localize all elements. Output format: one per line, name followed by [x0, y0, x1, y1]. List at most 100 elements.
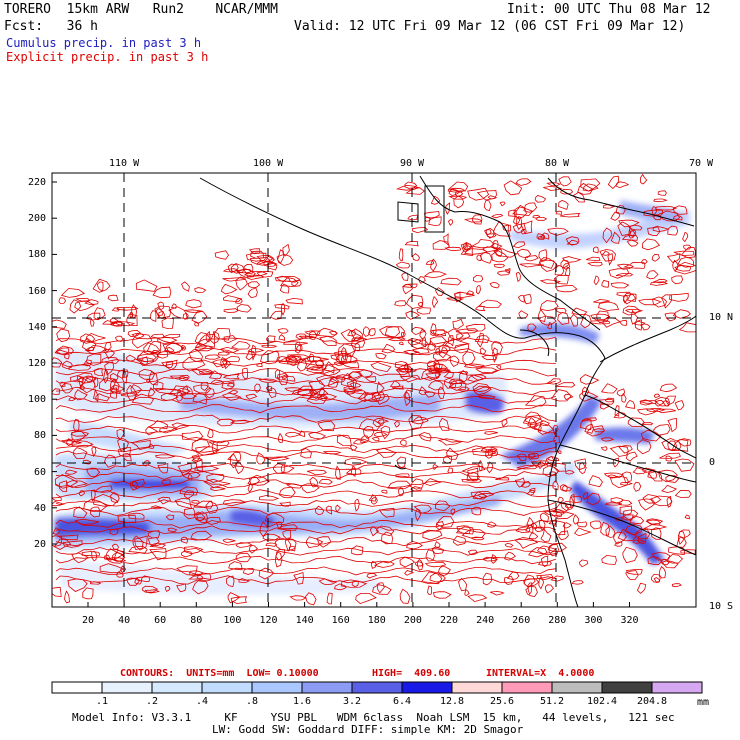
contour-ring: [427, 380, 444, 391]
contour-ring: [195, 517, 207, 521]
contour-ring: [206, 473, 225, 483]
contour-ring: [262, 533, 281, 541]
contour-ring: [434, 541, 441, 548]
contour-ring: [479, 347, 487, 355]
contour-ring: [306, 355, 329, 363]
contour-ring: [557, 450, 562, 454]
contour-ring: [350, 337, 366, 348]
contour-ring: [404, 570, 415, 576]
contour-ring: [275, 548, 285, 561]
contour-ring: [64, 590, 70, 604]
contour-ring: [161, 479, 171, 486]
contour-ring: [677, 530, 686, 545]
contour-ring: [326, 592, 333, 605]
contour-ring: [171, 422, 190, 430]
contour-ring: [634, 319, 643, 331]
lon-label-90w: 90 W: [400, 158, 425, 169]
contour-ring: [626, 239, 639, 247]
contour-ring: [651, 424, 671, 436]
contour-ring: [560, 259, 570, 269]
y-tick-label: 80: [33, 430, 46, 442]
contour-ring: [456, 332, 471, 341]
x-tick-label: 80: [190, 615, 203, 626]
contour-ring: [191, 438, 210, 453]
contour-ring: [243, 270, 268, 277]
contour-ring: [371, 391, 386, 402]
contour-ring: [194, 342, 208, 349]
contour-ring: [561, 256, 582, 263]
contour-ring: [527, 323, 537, 332]
contour-ring: [593, 299, 610, 304]
contour-ring: [666, 495, 673, 508]
colorbar-swatch: [301, 681, 353, 694]
contours-interval-label: INTERVAL=X 4.0000: [486, 668, 595, 679]
contour-ring: [259, 521, 269, 538]
contour-ring: [58, 297, 67, 304]
contour-ring: [346, 389, 368, 399]
contour-ring: [296, 389, 319, 397]
contour-ring: [572, 514, 580, 525]
contour-ring: [387, 337, 406, 342]
contour-ring: [333, 350, 349, 362]
contour-ring: [462, 351, 476, 366]
graticule: [52, 173, 696, 607]
contour-ring: [676, 536, 687, 549]
contour-ring: [194, 321, 199, 327]
contour-ring: [281, 375, 296, 382]
contour-ring: [543, 510, 565, 517]
contour-ring: [617, 528, 637, 542]
contour-ring: [664, 312, 677, 322]
contour-ring: [607, 253, 613, 266]
contour-ring: [667, 225, 679, 236]
contour-ring: [450, 508, 456, 516]
contour-ring: [185, 299, 202, 309]
contour-ring: [437, 386, 445, 399]
contour-ring: [254, 383, 261, 393]
contour-ring: [539, 512, 550, 523]
contour-ring: [614, 405, 620, 417]
contour-ring: [217, 351, 230, 356]
colorbar-swatch: [201, 681, 253, 694]
contour-ring: [164, 585, 171, 592]
contour-ring: [523, 294, 532, 305]
contour-ring: [394, 421, 400, 428]
contour-ring: [614, 541, 623, 547]
contour-ring: [565, 470, 575, 475]
contour-ring: [618, 319, 628, 326]
contour-ring: [279, 486, 296, 499]
contour-line: [55, 359, 557, 368]
contour-ring: [680, 247, 696, 259]
colorbar-label: 12.8: [439, 696, 465, 707]
contour-ring: [265, 512, 285, 523]
contour-ring: [448, 181, 469, 192]
contour-ring: [600, 437, 615, 442]
contour-ring: [147, 530, 160, 539]
contour-ring: [470, 536, 485, 541]
x-tick-label: 200: [403, 615, 422, 626]
contour-ring: [134, 577, 143, 585]
contour-ring: [64, 469, 78, 475]
contour-ring: [538, 257, 555, 269]
contour-ring: [167, 527, 178, 533]
contour-ring: [60, 382, 74, 394]
contour-line: [55, 424, 557, 434]
contour-ring: [387, 480, 412, 490]
contour-ring: [570, 495, 583, 504]
contour-ring: [673, 205, 688, 215]
contour-ring: [601, 554, 617, 565]
contour-ring: [514, 477, 526, 488]
contour-ring: [629, 515, 645, 525]
x-tick-label: 320: [620, 615, 639, 626]
y-tick-label: 100: [27, 394, 46, 406]
contour-ring: [169, 374, 191, 380]
contour-ring: [625, 399, 636, 409]
contour-ring: [516, 248, 532, 259]
contour-ring: [227, 452, 242, 462]
contour-ring: [452, 318, 464, 330]
contour-ring: [633, 481, 642, 492]
contour-ring: [431, 329, 447, 337]
contour-line: [55, 347, 557, 357]
contour-ring: [665, 475, 680, 483]
contour-ring: [344, 457, 368, 466]
contour-ring: [438, 565, 451, 577]
